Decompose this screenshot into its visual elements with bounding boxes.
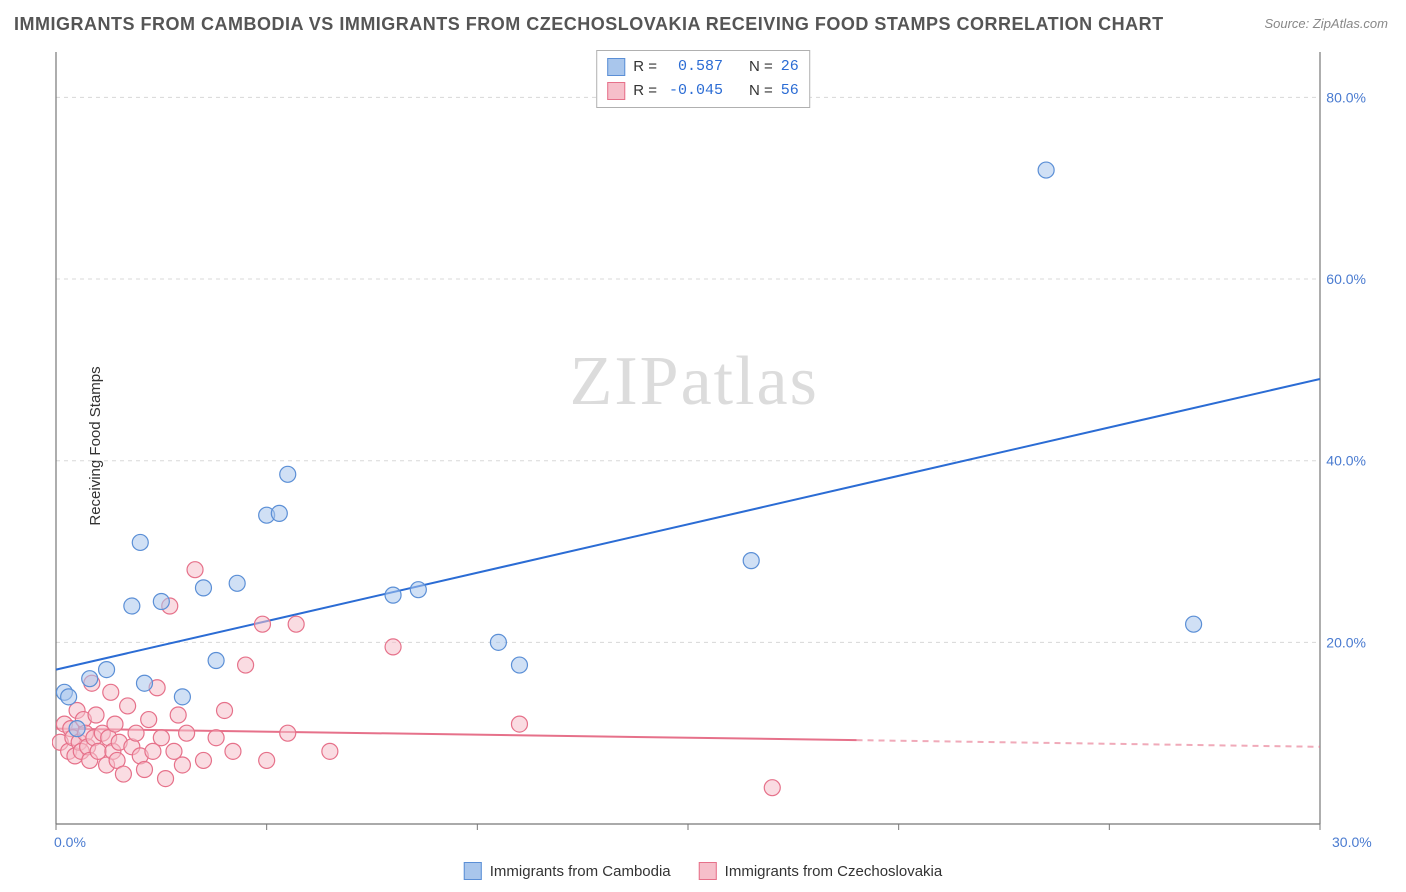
r-value-czech: -0.045 [665, 79, 723, 103]
svg-text:40.0%: 40.0% [1326, 453, 1366, 469]
r-label: R = [633, 55, 657, 79]
svg-text:80.0%: 80.0% [1326, 89, 1366, 105]
n-value-czech: 56 [781, 79, 799, 103]
x-axis-max-label: 30.0% [1332, 834, 1372, 850]
n-label: N = [749, 79, 773, 103]
chart-container: IMMIGRANTS FROM CAMBODIA VS IMMIGRANTS F… [0, 0, 1406, 892]
legend-row-cambodia: R = 0.587 N = 26 [607, 55, 799, 79]
correlation-legend: R = 0.587 N = 26 R = -0.045 N = 56 [596, 50, 810, 108]
svg-text:20.0%: 20.0% [1326, 634, 1366, 650]
legend-item-cambodia: Immigrants from Cambodia [464, 862, 671, 880]
chart-title: IMMIGRANTS FROM CAMBODIA VS IMMIGRANTS F… [14, 14, 1164, 35]
plot-area: 20.0%40.0%60.0%80.0% ZIPatlas [52, 46, 1390, 846]
series-label-czech: Immigrants from Czechoslovakia [725, 863, 943, 880]
source-label: Source: [1264, 16, 1312, 31]
r-value-cambodia: 0.587 [665, 55, 723, 79]
swatch-czech-icon [607, 82, 625, 100]
x-axis-min-label: 0.0% [54, 834, 86, 850]
r-label: R = [633, 79, 657, 103]
swatch-czech-icon [699, 862, 717, 880]
legend-row-czech: R = -0.045 N = 56 [607, 79, 799, 103]
svg-text:60.0%: 60.0% [1326, 271, 1366, 287]
swatch-cambodia-icon [464, 862, 482, 880]
series-label-cambodia: Immigrants from Cambodia [490, 863, 671, 880]
scatter-chart-svg: 20.0% 40.0% 60.0% 80.0% [52, 46, 1390, 846]
series-legend: Immigrants from Cambodia Immigrants from… [464, 862, 942, 880]
source-value: ZipAtlas.com [1313, 16, 1388, 31]
source-attribution: Source: ZipAtlas.com [1264, 16, 1388, 31]
legend-item-czech: Immigrants from Czechoslovakia [699, 862, 943, 880]
n-value-cambodia: 26 [781, 55, 799, 79]
n-label: N = [749, 55, 773, 79]
swatch-cambodia-icon [607, 58, 625, 76]
